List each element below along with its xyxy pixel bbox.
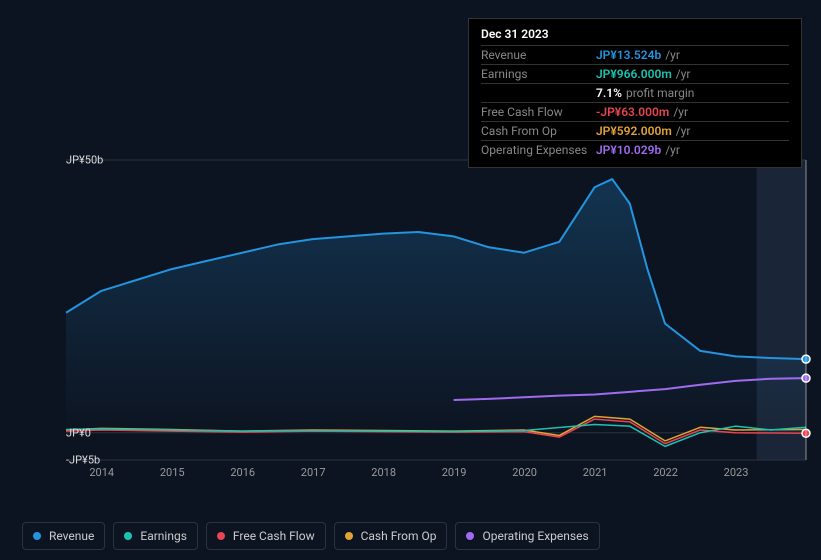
y-axis-label: JP¥0 [66, 426, 116, 439]
y-axis-label: -JP¥5b [66, 454, 116, 467]
chart-area: JP¥50bJP¥0-JP¥5b 20142015201620172018201… [16, 160, 806, 500]
legend-label: Free Cash Flow [233, 529, 315, 543]
x-axis-label: 2019 [454, 466, 455, 479]
legend-item-opex[interactable]: Operating Expenses [455, 522, 599, 550]
x-axis-label: 2018 [383, 466, 384, 479]
x-axis-label: 2021 [595, 466, 596, 479]
legend-item-earnings[interactable]: Earnings [113, 522, 198, 550]
chart-svg [16, 160, 806, 480]
tooltip-row: 7.1%profit margin [481, 83, 789, 102]
legend-label: Cash From Op [361, 529, 437, 543]
legend-label: Operating Expenses [482, 529, 588, 543]
legend-dot-icon [33, 532, 41, 540]
x-axis-label: 2023 [736, 466, 737, 479]
legend-dot-icon [466, 532, 474, 540]
legend-item-revenue[interactable]: Revenue [22, 522, 105, 550]
x-axis: 2014 2015 2016 2017 2018 2019 2020 2021 2022 2023 [66, 466, 806, 486]
x-axis-label: 2015 [172, 466, 173, 479]
x-axis-label: 2014 [101, 466, 102, 479]
tooltip-date: Dec 31 2023 [481, 27, 789, 41]
legend: Revenue Earnings Free Cash Flow Cash From O… [22, 522, 600, 550]
legend-dot-icon [217, 532, 225, 540]
legend-label: Earnings [140, 529, 187, 543]
legend-label: Revenue [49, 529, 94, 543]
legend-item-cashop[interactable]: Cash From Op [334, 522, 448, 550]
tooltip-row: Cash From OpJP¥592.000m/yr [481, 121, 789, 140]
tooltip-row: Free Cash Flow-JP¥63.000m/yr [481, 102, 789, 121]
tooltip-row: RevenueJP¥13.524b/yr [481, 45, 789, 64]
x-axis-label: 2016 [242, 466, 243, 479]
data-tooltip: Dec 31 2023 RevenueJP¥13.524b/yrEarningsJ… [468, 18, 802, 168]
x-axis-label: 2020 [524, 466, 525, 479]
x-axis-label: 2022 [665, 466, 666, 479]
tooltip-row: Operating ExpensesJP¥10.029b/yr [481, 140, 789, 159]
y-axis-label: JP¥50b [66, 154, 116, 167]
legend-dot-icon [124, 532, 132, 540]
legend-dot-icon [345, 532, 353, 540]
x-axis-label: 2017 [313, 466, 314, 479]
tooltip-row: EarningsJP¥966.000m/yr [481, 64, 789, 83]
legend-item-fcf[interactable]: Free Cash Flow [206, 522, 326, 550]
